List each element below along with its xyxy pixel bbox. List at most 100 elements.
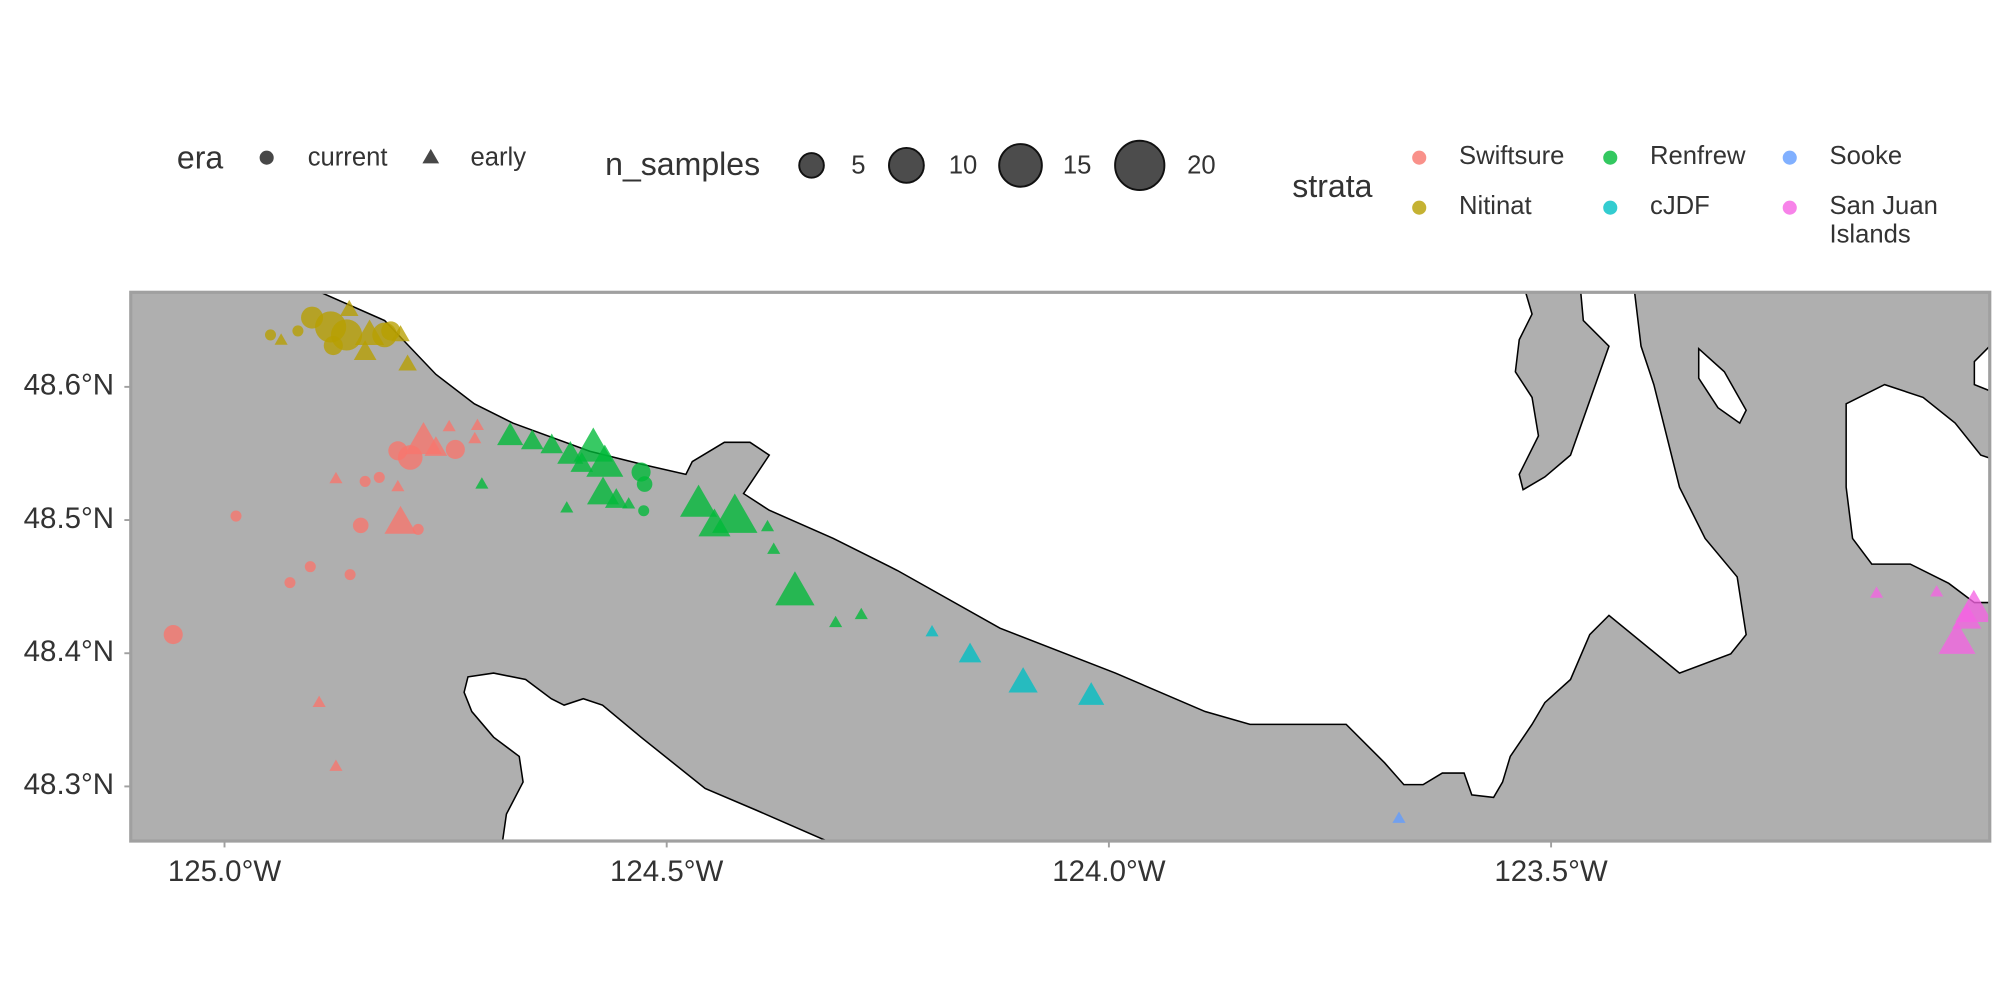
sample-point: [1008, 667, 1038, 693]
sample-point: [344, 569, 356, 581]
sample-point: [775, 571, 815, 606]
color-legend-title: strata: [1292, 168, 1372, 204]
strata-legend-item: Renfrew: [1650, 142, 1746, 171]
sample-point: [680, 484, 718, 517]
sample-point: [1392, 811, 1406, 823]
x-tick-label: 125.0°W: [168, 855, 282, 888]
strata-legend-label: Nitinat: [1458, 192, 1532, 221]
strata-legend-key: [1603, 200, 1618, 215]
strata-legend-label: Renfrew: [1650, 142, 1746, 171]
era-legend-title: era: [177, 140, 223, 176]
sample-point: [442, 419, 456, 432]
sample-point: [412, 523, 424, 535]
sample-point: [323, 336, 343, 356]
strata-legend-key: [1603, 150, 1618, 165]
size-legend-label: 20: [1187, 151, 1216, 179]
sample-point: [424, 436, 448, 456]
sample-point: [1869, 586, 1884, 598]
sample-point: [604, 488, 628, 508]
sample-point: [1938, 621, 1976, 654]
sample-point: [373, 471, 385, 483]
strata-legend-key: [1412, 200, 1427, 215]
sample-point: [468, 431, 482, 444]
sample-point: [854, 607, 868, 620]
sample-point: [925, 625, 939, 637]
panel-border: [129, 290, 1992, 843]
sample-point: [520, 429, 544, 450]
sample-point: [304, 561, 316, 573]
sample-point: [359, 475, 371, 487]
sample-point: [560, 501, 574, 513]
size-legend-key: [1114, 139, 1166, 192]
small-island: [1697, 346, 1748, 425]
strata-legend-item: San Juan Islands: [1829, 192, 1938, 249]
sample-point: [586, 444, 624, 477]
vancouver-island: [320, 292, 1747, 799]
y-tick-label: 48.4°N: [24, 635, 114, 668]
sample-point: [636, 476, 653, 492]
size-legend-label: 10: [949, 151, 978, 179]
strata-legend-key: [1782, 200, 1797, 215]
x-tick-label: 123.5°W: [1494, 855, 1608, 888]
y-tick-label: 48.5°N: [24, 502, 114, 535]
sample-point: [292, 325, 304, 337]
strata-legend-item: Sooke: [1829, 142, 1903, 171]
sample-point: [570, 452, 594, 472]
sample-point: [760, 519, 775, 532]
size-legend-key: [998, 143, 1043, 188]
size-legend-label: 5: [851, 151, 865, 179]
x-tick-label: 124.5°W: [610, 855, 724, 888]
sample-point: [352, 517, 369, 534]
sample-point: [284, 577, 296, 589]
points: [163, 299, 1990, 823]
y-tick-label: 48.6°N: [24, 369, 114, 402]
era-legend-key: [259, 150, 274, 165]
sample-point: [384, 505, 417, 534]
sample-point: [445, 439, 465, 460]
sample-point: [622, 497, 636, 509]
sample-point: [540, 433, 564, 454]
size-legend-label: 15: [1063, 151, 1092, 179]
era-legend-label: current: [308, 144, 388, 172]
sample-point: [712, 493, 758, 533]
era-legend-key: [422, 148, 440, 164]
strata-legend-label: Sooke: [1829, 142, 1903, 171]
sample-point: [638, 505, 650, 517]
strata-legend-item: Swiftsure: [1458, 142, 1565, 171]
sample-point: [767, 542, 781, 554]
sample-point: [1078, 682, 1105, 705]
strata-legend-key: [1412, 150, 1427, 165]
sample-point: [339, 299, 359, 316]
strata-legend-label: Swiftsure: [1458, 142, 1565, 171]
size-legend-title: n_samples: [605, 146, 760, 182]
sample-point: [264, 329, 277, 341]
sample-point: [312, 695, 326, 707]
sample-point: [329, 759, 343, 771]
sample-point: [391, 325, 410, 342]
strata-legend-label: cJDF: [1650, 192, 1710, 221]
strata-legend-item: cJDF: [1650, 192, 1710, 221]
era-legend-label: early: [471, 144, 527, 172]
sample-point: [958, 642, 982, 663]
sample-point: [230, 510, 242, 522]
strata-legend-key: [1782, 150, 1797, 165]
sample-point: [354, 319, 385, 345]
strata-legend-item: Nitinat: [1458, 192, 1532, 221]
sample-point: [274, 333, 288, 345]
strata-legend-label: San Juan Islands: [1829, 192, 1938, 249]
sample-point: [163, 625, 183, 645]
sample-point: [470, 418, 484, 430]
size-legend-key: [888, 146, 925, 184]
sample-point: [329, 471, 343, 484]
sample-point: [398, 354, 417, 371]
sample-point: [1952, 603, 1982, 629]
san-juan-island: [1845, 383, 1990, 604]
sample-point: [391, 479, 405, 492]
olympic-peninsula: [463, 672, 828, 842]
sample-point: [353, 340, 377, 360]
x-tick-label: 124.0°W: [1052, 855, 1166, 888]
y-tick-label: 48.3°N: [24, 768, 114, 801]
size-legend-key: [798, 152, 825, 179]
sample-point: [475, 477, 489, 489]
